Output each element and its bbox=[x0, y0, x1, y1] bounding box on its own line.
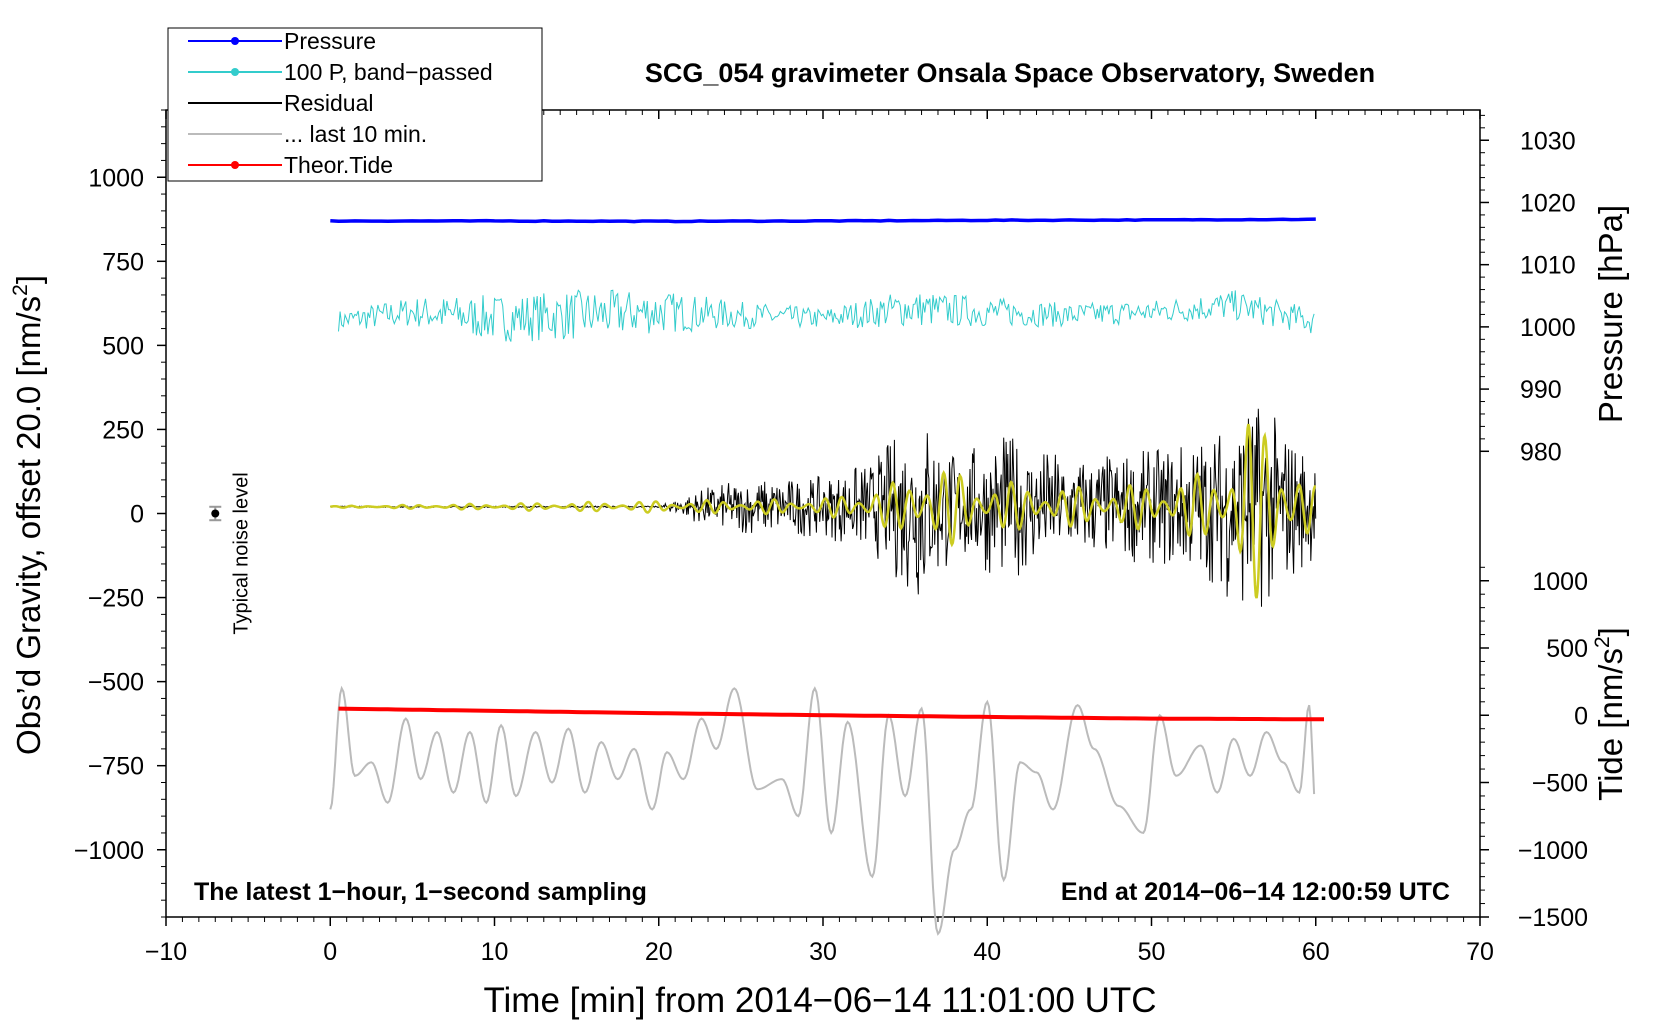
pressure-tick-label: 1000 bbox=[1520, 314, 1576, 342]
y-tick-label: 250 bbox=[102, 416, 144, 444]
tide-axis-ticks: 1000 500 0 −500 −1000 −1500 bbox=[1480, 566, 1588, 932]
legend-label: ... last 10 min. bbox=[284, 121, 427, 147]
x-tick-label: 50 bbox=[1138, 938, 1166, 966]
legend: Pressure 100 P, band−passed Residual ... la… bbox=[167, 27, 543, 182]
y-tick-label: 750 bbox=[102, 248, 144, 276]
x-tick-label: 30 bbox=[809, 938, 837, 966]
tide-tick-label: −1000 bbox=[1518, 837, 1588, 865]
pressure-tick-label: 980 bbox=[1520, 438, 1562, 466]
pressure-tick-label: 1030 bbox=[1520, 127, 1576, 155]
noise-marker: Typical noise level bbox=[209, 472, 252, 635]
x-tick-label: 10 bbox=[481, 938, 509, 966]
x-tick-label: 40 bbox=[973, 938, 1001, 966]
pressure-tick-label: 1020 bbox=[1520, 189, 1576, 217]
x-tick-label: 0 bbox=[323, 938, 337, 966]
legend-label: 100 P, band−passed bbox=[284, 59, 493, 85]
tide-tick-label: −1500 bbox=[1518, 904, 1588, 932]
y-tick-label: −250 bbox=[88, 585, 144, 613]
annotation-bottom-right: End at 2014−06−14 12:00:59 UTC bbox=[1061, 878, 1450, 906]
legend-marker bbox=[231, 68, 239, 76]
x-tick-label: 60 bbox=[1302, 938, 1330, 966]
y-tick-label: −750 bbox=[88, 753, 144, 781]
y-axis-ticks: 1000 750 500 250 0 −250 −500 −750 −1000 bbox=[74, 109, 166, 918]
tide-tick-label: −500 bbox=[1532, 770, 1588, 798]
x-axis-label: Time [min] from 2014−06−14 11:01:00 UTC bbox=[483, 981, 1156, 1020]
pressure-axis-ticks: 1030 1020 1010 1000 990 980 bbox=[1480, 114, 1576, 466]
tide-tick-label: 0 bbox=[1574, 702, 1588, 730]
series-pressure bbox=[330, 217, 1316, 224]
y-axis-label-sup: 2 bbox=[9, 284, 32, 296]
tide-axis-label-main: Tide [nm/s bbox=[1592, 648, 1629, 801]
series-last-10-min bbox=[329, 685, 1316, 936]
y-axis-label: Obs’d Gravity, offset 20.0 [nm/s2] bbox=[9, 275, 47, 755]
legend-label: Residual bbox=[284, 90, 374, 116]
series-layer bbox=[329, 217, 1324, 936]
tide-axis-label: Tide [nm/s2] bbox=[1591, 627, 1629, 801]
noise-label: Typical noise level bbox=[230, 472, 252, 634]
pressure-tick-label: 990 bbox=[1520, 376, 1562, 404]
y-tick-label: −1000 bbox=[74, 837, 144, 865]
y-tick-label: 1000 bbox=[88, 164, 144, 192]
y-axis-label-main: Obs’d Gravity, offset 20.0 [nm/s bbox=[10, 296, 47, 755]
y-axis-label-tail: ] bbox=[10, 275, 47, 284]
legend-label: Pressure bbox=[284, 28, 376, 54]
tide-axis-label-sup: 2 bbox=[1591, 636, 1614, 648]
legend-marker bbox=[231, 37, 239, 45]
y-tick-label: 500 bbox=[102, 332, 144, 360]
series-band-passed bbox=[338, 289, 1315, 342]
annotation-bottom-left: The latest 1−hour, 1−second sampling bbox=[194, 878, 647, 906]
legend-box bbox=[167, 27, 543, 182]
series-residual-lowpass bbox=[329, 423, 1317, 599]
x-tick-label: −10 bbox=[145, 938, 187, 966]
legend-marker bbox=[231, 161, 239, 169]
x-tick-label: 70 bbox=[1466, 938, 1494, 966]
series-theor-tide bbox=[338, 706, 1324, 722]
chart-title: SCG_054 gravimeter Onsala Space Observat… bbox=[645, 58, 1375, 88]
x-axis-ticks: −10 0 10 20 30 40 50 60 70 bbox=[145, 110, 1494, 966]
pressure-tick-label: 1010 bbox=[1520, 252, 1576, 280]
tide-tick-label: 500 bbox=[1546, 635, 1588, 663]
y-tick-label: 0 bbox=[130, 501, 144, 529]
legend-label: Theor.Tide bbox=[284, 152, 393, 178]
y-tick-label: −500 bbox=[88, 669, 144, 697]
noise-point bbox=[211, 509, 220, 518]
pressure-axis-label: Pressure [hPa] bbox=[1592, 205, 1629, 423]
tide-axis-label-tail: ] bbox=[1592, 627, 1629, 636]
x-tick-label: 20 bbox=[645, 938, 673, 966]
tide-tick-label: 1000 bbox=[1532, 568, 1588, 596]
